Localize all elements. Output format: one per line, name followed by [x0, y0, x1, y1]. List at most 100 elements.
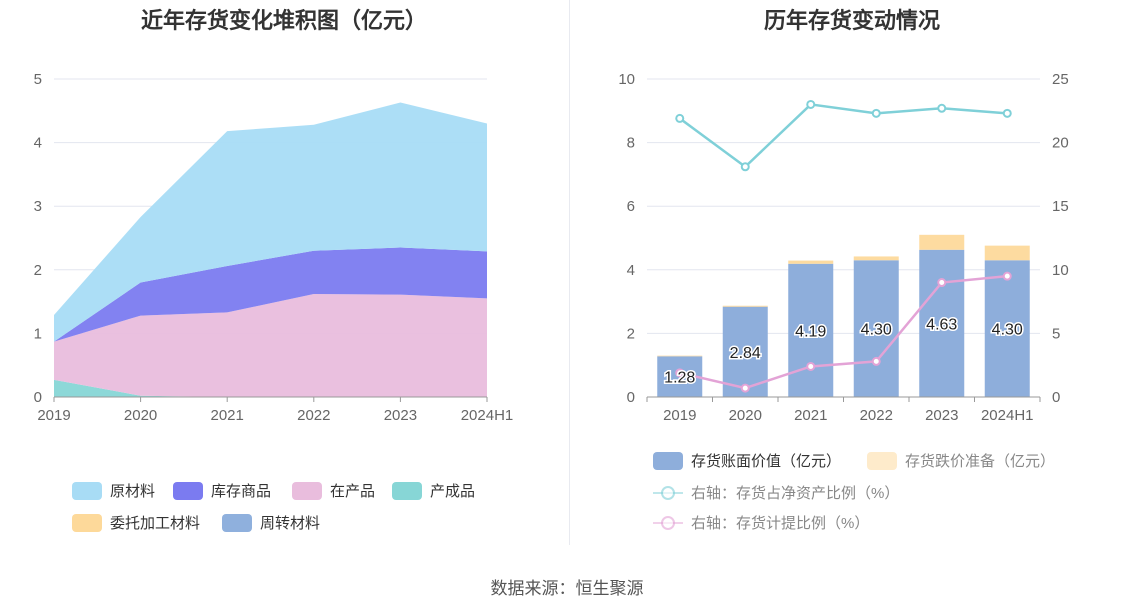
bar-data-label: 4.30: [992, 322, 1023, 339]
legend-label: 右轴：存货计提比例（%）: [691, 515, 870, 532]
bar-line-chart: 0 2 4 6 8 10 0 5 10 15 20 25 2019 2020 2021 2022 2023 202…: [618, 71, 1069, 424]
legend-label: 存货账面价值（亿元）: [691, 453, 842, 470]
line-point: [1002, 108, 1012, 118]
line-point: [675, 368, 685, 378]
y-tick-label: 8: [627, 135, 635, 152]
y2-tick-label: 10: [1052, 262, 1069, 279]
bar-impairment: [919, 234, 965, 250]
legend-item[interactable]: 产成品: [392, 480, 475, 501]
y2-tick-label: 5: [1052, 325, 1060, 342]
x-tick-label: 2024H1: [461, 407, 514, 424]
x-tick-label: 2024H1: [981, 407, 1034, 424]
line-point: [1002, 271, 1012, 281]
y-tick-label: 6: [627, 198, 635, 215]
bar-impairment: [657, 355, 703, 357]
line-series-1: [679, 274, 1008, 390]
bar-book-value: [788, 263, 834, 397]
bar-book-value: [919, 249, 965, 397]
line-point: [937, 103, 947, 113]
x-tick-label: 2020: [124, 407, 157, 424]
x-tick-label: 2023: [384, 407, 417, 424]
legend-label: 库存商品: [211, 483, 272, 500]
bar-impairment: [853, 256, 899, 261]
bar-data-label: 2.84: [730, 345, 761, 362]
legend-swatch: [222, 513, 252, 532]
bar-book-value: [984, 260, 1030, 397]
y-tick-label: 10: [618, 71, 635, 88]
line-point: [675, 113, 685, 123]
legend-swatch: [653, 514, 683, 532]
legend-swatch: [72, 513, 102, 532]
y2-tick-label: 15: [1052, 198, 1069, 215]
line-point: [806, 99, 816, 109]
legend-label: 委托加工材料: [110, 515, 201, 532]
legend-label: 周转材料: [260, 515, 321, 532]
y-tick-label: 4: [627, 262, 635, 279]
left-chart-title: 近年存货变化堆积图（亿元）: [140, 8, 427, 33]
y2-tick-label: 0: [1052, 389, 1060, 406]
y-tick-label: 5: [34, 71, 42, 88]
legend-swatch: [392, 481, 422, 500]
area-产成品: [54, 379, 487, 397]
y2-tick-label: 20: [1052, 135, 1069, 152]
y-tick-label: 2: [34, 262, 42, 279]
bar-impairment: [722, 305, 768, 307]
line-point: [937, 278, 947, 288]
panel-divider: [569, 0, 570, 545]
stacked-area-chart: 0 1 2 3 4 5 2019 2020 2021 2022 2023 2024H1: [34, 71, 514, 424]
line-point: [806, 361, 816, 371]
bar-data-label: 4.19: [795, 323, 826, 340]
x-tick-label: 2019: [663, 407, 696, 424]
legend-swatch: [653, 484, 683, 502]
x-tick-label: 2021: [794, 407, 827, 424]
legend-item[interactable]: 原材料: [72, 480, 155, 501]
x-tick-label: 2020: [729, 407, 762, 424]
area-原材料: [54, 102, 487, 342]
bar-data-label: 4.63: [926, 316, 957, 333]
line-point: [871, 356, 881, 366]
left-chart-panel: 近年存货变化堆积图（亿元） 0 1 2 3 4 5 2019 2020 2021 2022 2023…: [0, 0, 568, 560]
legend-item[interactable]: 存货跌价准备（亿元）: [867, 450, 1055, 471]
y-tick-label: 1: [34, 325, 42, 342]
y-tick-label: 3: [34, 198, 42, 215]
y-tick-label: 2: [627, 325, 635, 342]
bar-impairment: [984, 245, 1030, 261]
legend-item[interactable]: 右轴：存货计提比例（%）: [653, 512, 869, 533]
legend-label: 存货跌价准备（亿元）: [905, 453, 1056, 470]
right-chart-panel: 历年存货变动情况 0 2 4 6 8 10 0 5 10 15 20 25 2019 2020 2021 20…: [570, 0, 1134, 560]
x-tick-label: 2023: [925, 407, 958, 424]
x-tick-label: 2022: [860, 407, 893, 424]
legend-swatch: [867, 451, 897, 470]
y-tick-label: 0: [34, 389, 42, 406]
area-在产品: [54, 293, 487, 397]
legend-label: 产成品: [430, 483, 476, 500]
legend-label: 右轴：存货占净资产比例（%）: [691, 485, 900, 502]
line-point: [740, 383, 750, 393]
data-source-label: 数据来源：恒生聚源: [490, 579, 644, 598]
bar-data-label: 1.28: [664, 370, 695, 387]
right-chart-title: 历年存货变动情况: [763, 8, 940, 33]
legend-label: 在产品: [330, 483, 376, 500]
bar-impairment: [788, 260, 834, 264]
x-tick-label: 2019: [37, 407, 70, 424]
legend-label: 原材料: [110, 483, 156, 500]
legend-item[interactable]: 库存商品: [173, 480, 271, 501]
line-point: [740, 162, 750, 172]
line-series-0: [679, 103, 1008, 169]
x-tick-label: 2021: [211, 407, 244, 424]
y-tick-label: 0: [627, 389, 635, 406]
area-库存商品: [54, 247, 487, 342]
y2-tick-label: 25: [1052, 71, 1069, 88]
bar-book-value: [853, 260, 899, 397]
y-tick-label: 4: [34, 135, 42, 152]
legend-swatch: [72, 481, 102, 500]
legend-swatch: [653, 451, 683, 470]
legend-item[interactable]: 委托加工材料: [72, 512, 200, 533]
legend-item[interactable]: 在产品: [292, 480, 375, 501]
legend-item[interactable]: 右轴：存货占净资产比例（%）: [653, 482, 899, 503]
legend-item[interactable]: 周转材料: [222, 512, 320, 533]
legend-swatch: [292, 481, 322, 500]
x-tick-label: 2022: [297, 407, 330, 424]
line-point: [871, 108, 881, 118]
legend-item[interactable]: 存货账面价值（亿元）: [653, 450, 841, 471]
